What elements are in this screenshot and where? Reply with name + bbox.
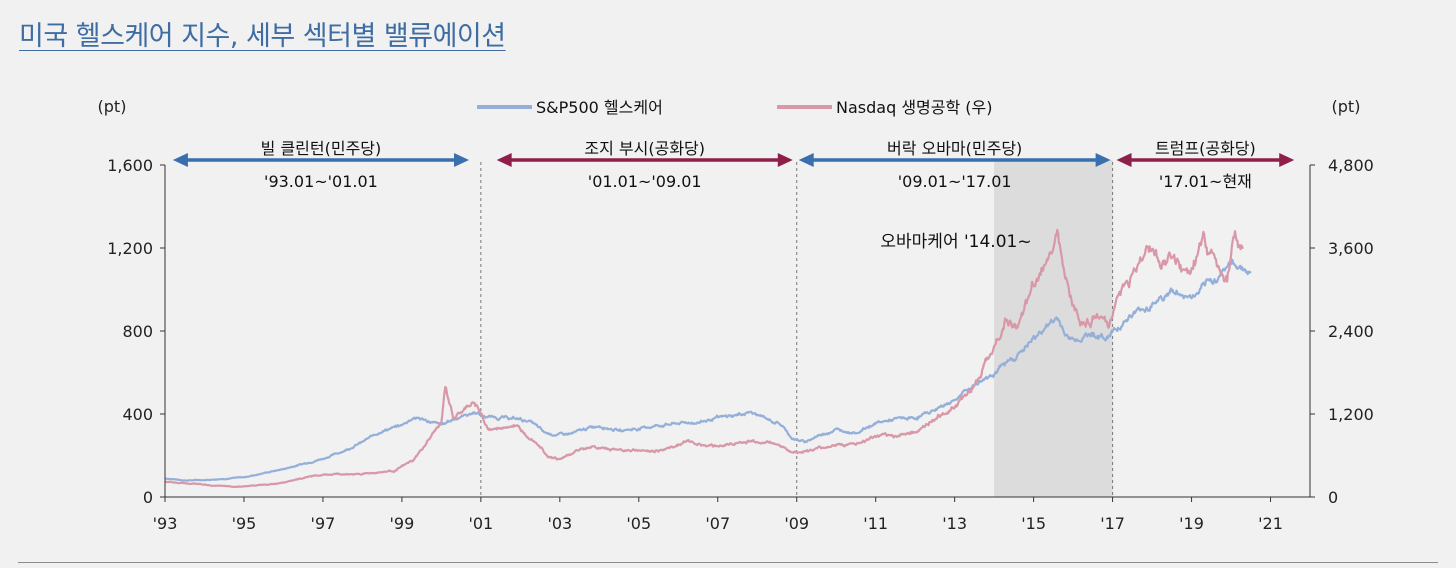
president-label: 트럼프(공화당) <box>1155 139 1256 158</box>
period-arrow-head-left <box>496 153 512 167</box>
right-tick-label: 3,600 <box>1328 239 1374 258</box>
right-tick-label: 0 <box>1328 488 1338 507</box>
x-tick-label: '97 <box>311 514 336 533</box>
x-tick-label: '19 <box>1179 514 1204 533</box>
x-tick-label: '15 <box>1021 514 1046 533</box>
left-axis-unit: (pt) <box>98 97 127 116</box>
left-tick-label: 1,200 <box>107 239 153 258</box>
x-tick-label: '09 <box>784 514 809 533</box>
legend-item-1: Nasdaq 생명공학 (우) <box>777 98 992 117</box>
period-arrow-head-left <box>1116 153 1132 167</box>
left-tick-label: 0 <box>143 488 153 507</box>
x-tick-label: '17 <box>1100 514 1125 533</box>
x-tick-label: '03 <box>547 514 572 533</box>
period-arrow-head-left <box>798 153 814 167</box>
shaded-obamacare-region <box>994 160 1113 497</box>
period-label: '17.01~현재 <box>1159 172 1252 191</box>
x-tick-label: '01 <box>468 514 493 533</box>
left-tick-label: 400 <box>122 405 153 424</box>
right-tick-label: 1,200 <box>1328 405 1374 424</box>
period-arrow-head-right <box>1095 153 1111 167</box>
x-tick-label: '05 <box>626 514 651 533</box>
x-tick-label: '07 <box>705 514 730 533</box>
x-tick-label: '99 <box>390 514 415 533</box>
presidency-annotation-0: 빌 클린턴(민주당) '93.01~'01.01 <box>172 139 470 191</box>
left-tick-label: 1,600 <box>107 156 153 175</box>
page-title: 미국 헬스케어 지수, 세부 섹터별 밸류에이션 <box>19 21 506 52</box>
president-label: 빌 클린턴(민주당) <box>261 139 382 158</box>
series-line-1 <box>164 228 1244 489</box>
right-tick-label: 2,400 <box>1328 322 1374 341</box>
period-arrow-head-left <box>172 153 188 167</box>
period-label: '01.01~'09.01 <box>588 172 702 191</box>
period-label: '93.01~'01.01 <box>264 172 378 191</box>
period-arrow-head-right <box>777 153 793 167</box>
presidency-annotation-1: 조지 부시(공화당) '01.01~'09.01 <box>496 139 793 191</box>
presidency-annotation-2: 버락 오바마(민주당) '09.01~'17.01 <box>798 139 1111 191</box>
x-tick-label: '13 <box>942 514 967 533</box>
obamacare-note: 오바마케어 '14.01~ <box>880 232 1031 252</box>
presidency-annotation-3: 트럼프(공화당) '17.01~현재 <box>1116 139 1295 191</box>
period-arrow-head-right <box>454 153 470 167</box>
president-label: 조지 부시(공화당) <box>584 139 705 158</box>
legend-label: Nasdaq 생명공학 (우) <box>836 98 992 117</box>
x-tick-label: '93 <box>153 514 178 533</box>
x-tick-label: '11 <box>863 514 888 533</box>
legend-item-0: S&P500 헬스케어 <box>477 98 663 117</box>
bottom-rule <box>18 562 1438 563</box>
series-line-0 <box>164 258 1252 482</box>
right-tick-label: 4,800 <box>1328 156 1374 175</box>
x-tick-label: '21 <box>1258 514 1283 533</box>
period-arrow-head-right <box>1279 153 1295 167</box>
left-tick-label: 800 <box>122 322 153 341</box>
legend-label: S&P500 헬스케어 <box>536 98 663 117</box>
period-label: '09.01~'17.01 <box>898 172 1012 191</box>
president-label: 버락 오바마(민주당) <box>887 139 1022 158</box>
x-tick-label: '95 <box>232 514 257 533</box>
right-axis-unit: (pt) <box>1332 97 1361 116</box>
